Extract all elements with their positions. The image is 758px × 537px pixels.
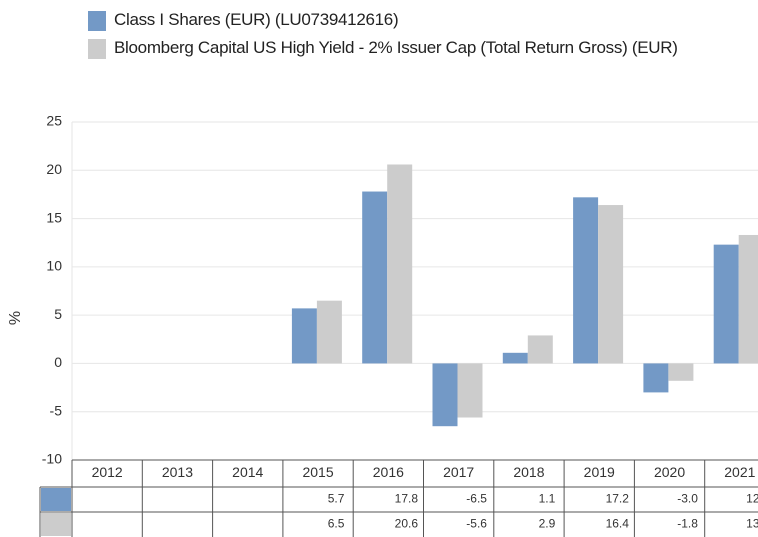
bar [738,234,758,364]
table-value: 12.3 [746,492,758,506]
legend-item: Class I Shares (EUR) (LU0739412616) [88,10,758,31]
table-value: 16.4 [606,517,630,531]
bar [527,335,553,364]
table-value: 1.1 [539,492,556,506]
x-tick-label: 2015 [302,464,333,480]
y-tick-label: 0 [54,354,62,370]
y-tick-label: -5 [50,402,63,418]
y-tick-label: -10 [42,451,62,467]
table-value: -3.0 [677,492,698,506]
x-tick-label: 2020 [654,464,685,480]
table-value: 13.3 [746,517,758,531]
table-value: 5.7 [328,492,345,506]
legend-item: Bloomberg Capital US High Yield - 2% Iss… [88,38,758,59]
x-tick-label: 2017 [443,464,474,480]
y-tick-label: 10 [46,258,62,274]
y-tick-label: 25 [46,113,62,129]
bar [291,308,317,364]
y-tick-label: 5 [54,306,62,322]
x-tick-label: 2013 [162,464,193,480]
table-swatch [41,513,71,536]
table-value: 17.8 [395,492,419,506]
table-value: 2.9 [539,517,556,531]
legend-label: Class I Shares (EUR) (LU0739412616) [114,10,399,29]
legend-swatch [88,39,106,59]
table-value: 20.6 [395,517,419,531]
bar [432,363,458,427]
y-tick-label: 15 [46,209,62,225]
table-value: 6.5 [328,517,345,531]
bar [316,300,342,364]
table-value: 17.2 [606,492,630,506]
bar [362,191,388,364]
legend-label: Bloomberg Capital US High Yield - 2% Iss… [114,38,678,57]
bar [457,363,483,418]
x-tick-label: 2016 [373,464,404,480]
table-value: -5.6 [466,517,487,531]
x-tick-label: 2018 [513,464,544,480]
x-tick-label: 2019 [584,464,615,480]
x-tick-label: 2012 [92,464,123,480]
legend-swatch [88,11,106,31]
bar [387,164,413,364]
table-value: -1.8 [677,517,698,531]
bar [598,205,624,364]
bar [502,352,528,364]
x-tick-label: 2021 [724,464,755,480]
y-tick-label: 20 [46,161,62,177]
table-swatch [41,488,71,511]
y-axis-label: % [7,311,24,325]
bar [713,244,739,364]
x-tick-label: 2014 [232,464,263,480]
bar [643,363,669,393]
bar [573,197,599,364]
bar [668,363,694,381]
table-value: -6.5 [466,492,487,506]
